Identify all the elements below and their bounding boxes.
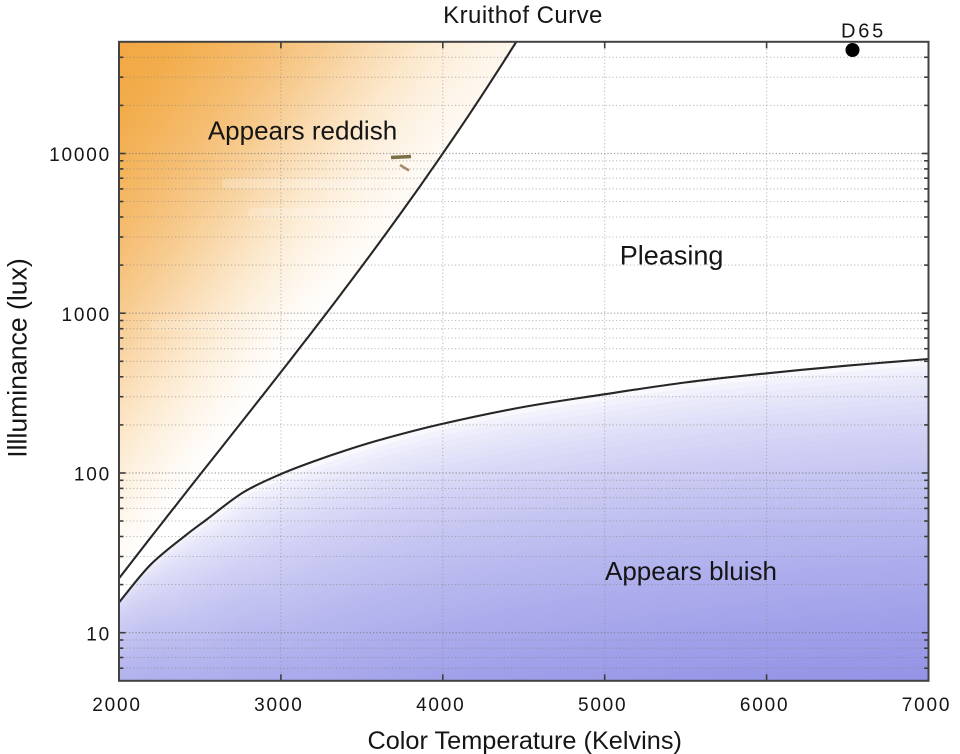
- svg-text:5000: 5000: [578, 695, 627, 716]
- svg-text:2000: 2000: [92, 695, 141, 716]
- svg-text:10000: 10000: [49, 145, 111, 166]
- svg-text:Appears bluish: Appears bluish: [605, 556, 777, 586]
- svg-text:6000: 6000: [740, 695, 789, 716]
- svg-text:10: 10: [86, 624, 111, 645]
- svg-text:7000: 7000: [902, 695, 951, 716]
- svg-text:D65: D65: [841, 21, 886, 43]
- svg-text:Color Temperature (Kelvins): Color Temperature (Kelvins): [367, 727, 681, 754]
- svg-text:1000: 1000: [62, 305, 111, 326]
- svg-text:Kruithof Curve: Kruithof Curve: [443, 2, 603, 29]
- svg-text:Pleasing: Pleasing: [620, 241, 724, 271]
- svg-text:Appears reddish: Appears reddish: [208, 115, 397, 145]
- svg-text:100: 100: [74, 465, 111, 486]
- svg-text:4000: 4000: [416, 695, 465, 716]
- svg-text:Illluminance (lux): Illluminance (lux): [3, 258, 33, 458]
- svg-text:3000: 3000: [254, 695, 303, 716]
